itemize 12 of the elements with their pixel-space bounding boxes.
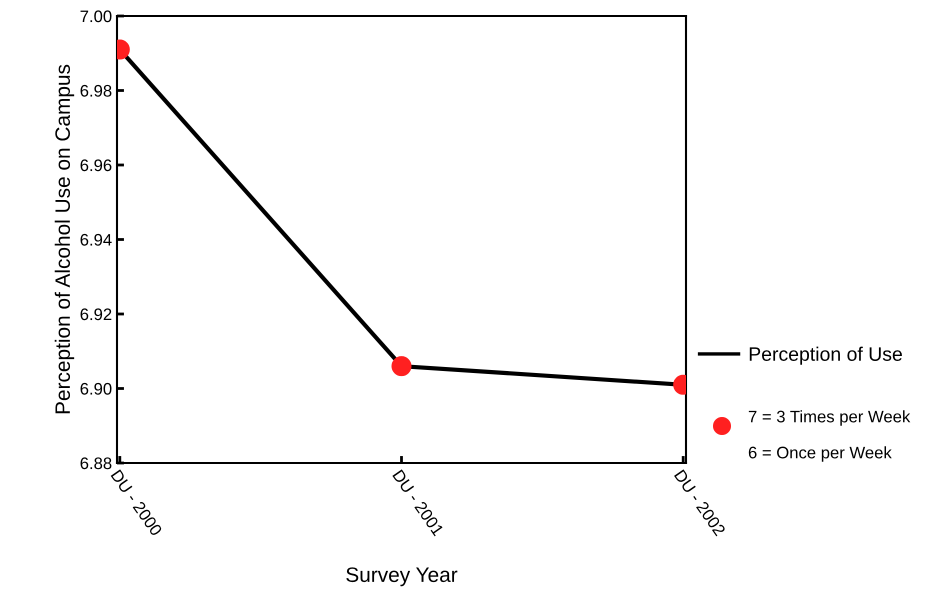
y-tick-label: 7.00 <box>80 10 112 22</box>
y-tick-label: 6.96 <box>80 159 112 172</box>
text: 6 = Once per Week <box>748 446 892 462</box>
legend-label: Perception of Use <box>750 346 902 365</box>
y-axis-title: Perception of Alcohol Use on Campus <box>54 64 74 414</box>
x-axis-title: Survey Year <box>346 567 458 586</box>
y-tick-label: 6.94 <box>80 234 112 246</box>
text: 7 = 3 Times per Week <box>748 410 910 426</box>
y-tick-label: 6.90 <box>80 382 112 395</box>
y-tick-label: 6.88 <box>80 457 112 470</box>
y-tick-label: 6.92 <box>80 308 112 320</box>
y-tick-label: 6.98 <box>80 84 112 97</box>
